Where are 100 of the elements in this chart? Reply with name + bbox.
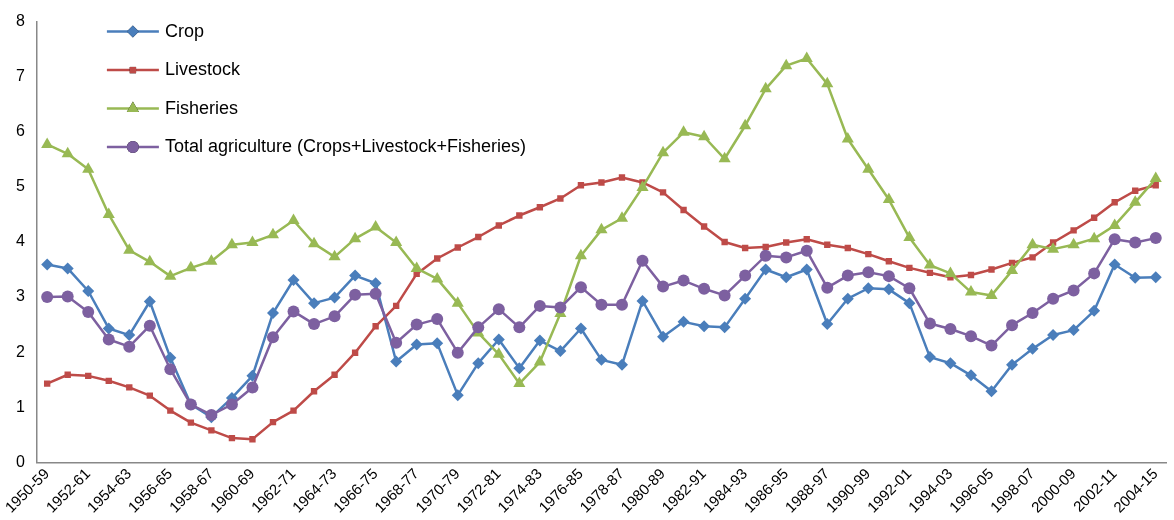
point — [1108, 258, 1121, 271]
point — [657, 280, 670, 293]
point — [1047, 292, 1060, 305]
point — [82, 305, 95, 318]
point — [410, 318, 423, 331]
point — [1088, 304, 1101, 317]
point — [759, 81, 772, 93]
point — [780, 271, 793, 284]
point — [143, 319, 156, 332]
point — [41, 291, 54, 304]
point — [841, 292, 854, 305]
y-tick-label: 2 — [15, 342, 25, 360]
point — [923, 351, 936, 364]
legend-label: Livestock — [164, 59, 241, 80]
point — [841, 131, 854, 143]
point — [739, 292, 752, 305]
point — [308, 318, 321, 331]
point — [287, 305, 300, 318]
y-tick-label: 5 — [15, 177, 25, 195]
point — [821, 76, 834, 88]
point — [187, 419, 195, 426]
point — [554, 345, 567, 358]
point — [1129, 271, 1142, 284]
point — [290, 407, 297, 414]
point — [495, 222, 502, 229]
point — [1067, 237, 1080, 249]
point — [636, 294, 649, 307]
point — [557, 195, 564, 202]
point — [102, 333, 115, 346]
point — [475, 233, 482, 241]
point — [1006, 358, 1019, 371]
point — [328, 291, 341, 304]
point — [516, 212, 523, 219]
point — [1070, 227, 1077, 234]
point — [615, 211, 629, 222]
point — [903, 230, 916, 242]
point — [800, 244, 813, 257]
point — [82, 162, 95, 173]
y-tick-label: 8 — [15, 12, 25, 30]
point — [680, 206, 687, 214]
point — [739, 269, 752, 282]
point — [985, 288, 998, 299]
point — [41, 258, 54, 271]
point — [923, 317, 936, 330]
point — [308, 297, 321, 310]
point — [759, 263, 772, 276]
point — [102, 207, 115, 218]
point — [780, 58, 793, 70]
point — [533, 334, 546, 347]
point — [1149, 271, 1162, 284]
point — [287, 213, 300, 224]
point — [700, 223, 708, 230]
point — [1149, 171, 1162, 183]
point — [821, 281, 834, 294]
y-tick-label: 3 — [15, 287, 25, 305]
point — [451, 389, 464, 402]
point — [102, 322, 115, 335]
point — [266, 227, 280, 239]
point — [1026, 307, 1039, 320]
point — [656, 145, 670, 157]
point — [472, 357, 485, 370]
point — [1108, 218, 1121, 229]
point — [903, 297, 916, 310]
point — [1088, 231, 1101, 243]
point — [718, 151, 731, 163]
point — [574, 322, 587, 335]
point — [143, 254, 156, 266]
point — [636, 180, 649, 191]
point — [718, 289, 731, 302]
point — [923, 258, 936, 269]
point — [759, 249, 772, 262]
point — [369, 220, 382, 231]
point — [1026, 237, 1039, 249]
point — [1149, 232, 1162, 245]
point — [266, 307, 279, 320]
point — [964, 369, 977, 382]
point — [43, 380, 51, 387]
point — [821, 318, 834, 331]
point — [369, 287, 382, 300]
point — [513, 376, 526, 388]
point — [82, 285, 95, 298]
point — [862, 282, 875, 295]
point — [882, 283, 895, 296]
point — [431, 271, 444, 283]
point — [205, 254, 218, 265]
point — [513, 321, 526, 334]
point — [246, 381, 259, 394]
point — [390, 355, 403, 368]
point — [61, 290, 74, 303]
point — [513, 362, 526, 375]
point — [307, 236, 321, 248]
point — [1006, 319, 1019, 332]
point — [1005, 263, 1019, 275]
point — [331, 371, 338, 378]
point — [698, 129, 711, 141]
point — [615, 298, 628, 311]
point — [659, 189, 667, 196]
point — [167, 407, 174, 414]
point — [410, 261, 423, 272]
point — [906, 264, 913, 272]
